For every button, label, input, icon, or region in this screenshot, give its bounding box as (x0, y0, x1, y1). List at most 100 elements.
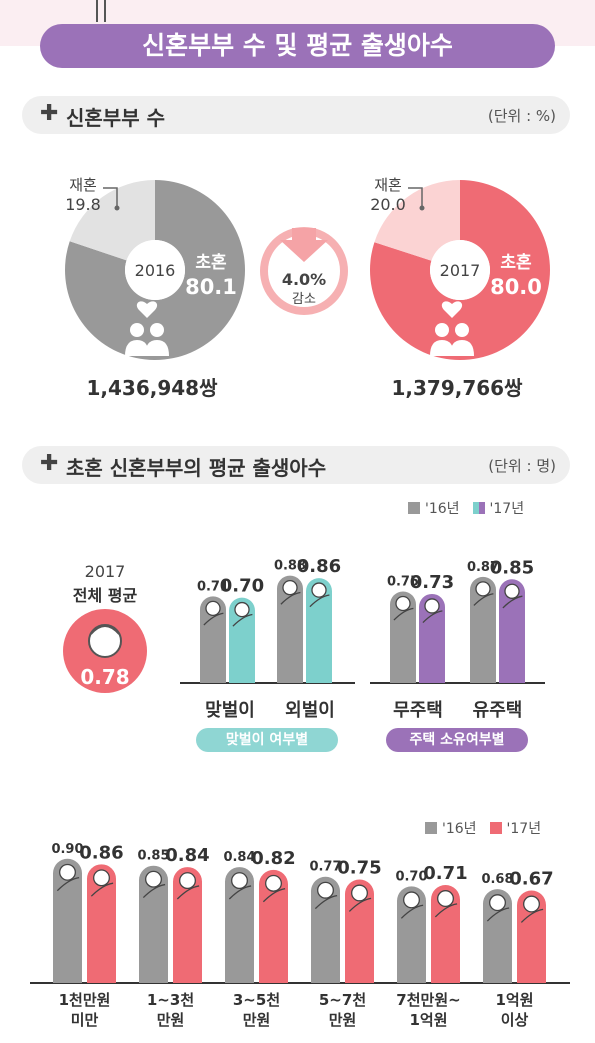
slice-value: 80.1 (185, 275, 237, 299)
bar (53, 858, 82, 983)
category-label: 1억원 이상 (495, 991, 533, 1029)
person-head-icon (455, 323, 469, 337)
blanket-line-icon (473, 593, 494, 606)
category-label: 외벌이 (285, 700, 335, 721)
blanket-line-icon (142, 883, 166, 899)
overall-year: 2017 (84, 562, 126, 581)
unit-label: (단위 : %) (487, 107, 556, 125)
leader-line (408, 187, 423, 206)
category-label: 5~7천 만원 (319, 991, 366, 1029)
baby-face-icon (205, 600, 221, 617)
baby-face-icon (317, 881, 334, 899)
blanket-line-icon (203, 612, 224, 626)
blanket-line-icon (280, 591, 301, 605)
value-label: 0.67 (509, 869, 553, 890)
slice-value: 20.0 (370, 195, 406, 214)
legend-label: '16년 (442, 821, 477, 837)
person-head-icon (150, 323, 164, 337)
legend-label: '17년 (489, 501, 525, 517)
person-head-icon (435, 323, 449, 337)
baby-face-icon (395, 595, 411, 612)
pie-center (125, 240, 185, 300)
bar (229, 597, 255, 683)
plus-icon: ✚ (40, 101, 59, 126)
value-label: 0.87 (467, 560, 499, 575)
bar (397, 886, 426, 983)
blanket-line-icon (309, 594, 330, 608)
baby-face-icon (145, 870, 162, 888)
leader-dot (114, 205, 120, 211)
blanket-line-icon (422, 610, 443, 623)
category-label: 1천만원 미만 (59, 991, 111, 1029)
person-head-icon (130, 323, 144, 337)
section-header-births: ✚ 초혼 신혼부부의 평균 출생아수 (단위 : 명) (22, 446, 570, 484)
bar (517, 890, 546, 983)
baby-face-icon (523, 895, 540, 913)
person-body-icon (125, 340, 149, 356)
blanket-line-icon (520, 908, 544, 923)
pie-total-label: 1,436,948쌍 (86, 376, 218, 400)
blanket-line-icon (393, 607, 414, 621)
person-body-icon (430, 340, 454, 356)
blanket-line-icon (502, 595, 523, 609)
pie-center-label: 2016 (135, 261, 176, 280)
plus-icon: ✚ (40, 451, 59, 476)
legend-swatch-red (489, 822, 502, 834)
group-label-house: 주택 소유여부별 (386, 728, 528, 752)
blanket-line-icon (486, 907, 510, 922)
bar (431, 885, 460, 983)
slice-label: 초혼 (195, 252, 227, 273)
overall-badge: 0.78 (63, 609, 147, 693)
legend-bottom: '16년 '17년 (425, 818, 541, 838)
bar-chart-dual-income: 0.710.70 0.880.86 (180, 556, 355, 684)
value-label: 0.71 (423, 863, 467, 884)
value-label: 0.77 (309, 860, 341, 875)
category-label: 유주택 (472, 700, 523, 721)
baby-face-icon (351, 884, 368, 902)
hanger-line (104, 0, 106, 22)
blanket-line-icon (400, 904, 424, 919)
person-body-icon (450, 340, 474, 356)
bar (200, 596, 226, 683)
baby-face-icon (504, 583, 520, 599)
page-title: 신혼부부 수 및 평균 출생아수 (40, 24, 555, 68)
legend-label: '17년 (506, 821, 542, 837)
legend-swatch-gray (425, 822, 437, 834)
baby-face-icon (282, 579, 298, 596)
value-label: 0.82 (251, 848, 295, 869)
blanket-line-icon (228, 885, 252, 900)
couple-icon (430, 301, 474, 356)
group-label-dual: 맞벌이 여부별 (196, 728, 338, 752)
change-value: 4.0% (282, 270, 326, 289)
change-label: 감소 (292, 292, 316, 307)
legend-swatch-gray (408, 502, 420, 514)
slice-value: 19.8 (65, 195, 101, 214)
baby-face-icon (179, 872, 196, 890)
value-label: 0.84 (165, 845, 209, 866)
leader-line (103, 187, 118, 206)
value-label: 0.85 (137, 849, 169, 864)
section-title: 초혼 신혼부부의 평균 출생아수 (66, 456, 327, 480)
hanger-line (96, 0, 98, 22)
pie-slice (69, 180, 155, 261)
person-body-icon (145, 340, 169, 356)
couple-icon (125, 301, 169, 356)
value-label: 0.85 (490, 557, 534, 578)
value-label: 0.86 (79, 842, 123, 863)
blanket-line-icon (348, 897, 372, 912)
baby-face-icon (231, 872, 248, 890)
blanket-line-icon (434, 903, 458, 918)
baby-hair-icon (90, 625, 120, 635)
unit-label: (단위 : 명) (488, 457, 556, 475)
slice-label: 재혼 (374, 176, 402, 194)
value-label: 0.73 (410, 572, 454, 593)
slice-label: 재혼 (69, 176, 97, 194)
bar (311, 876, 340, 983)
bar (390, 591, 416, 683)
category-label: 7천만원~ 1억원 (396, 991, 460, 1029)
baby-face-icon (437, 890, 454, 907)
overall-value: 0.78 (80, 665, 129, 689)
